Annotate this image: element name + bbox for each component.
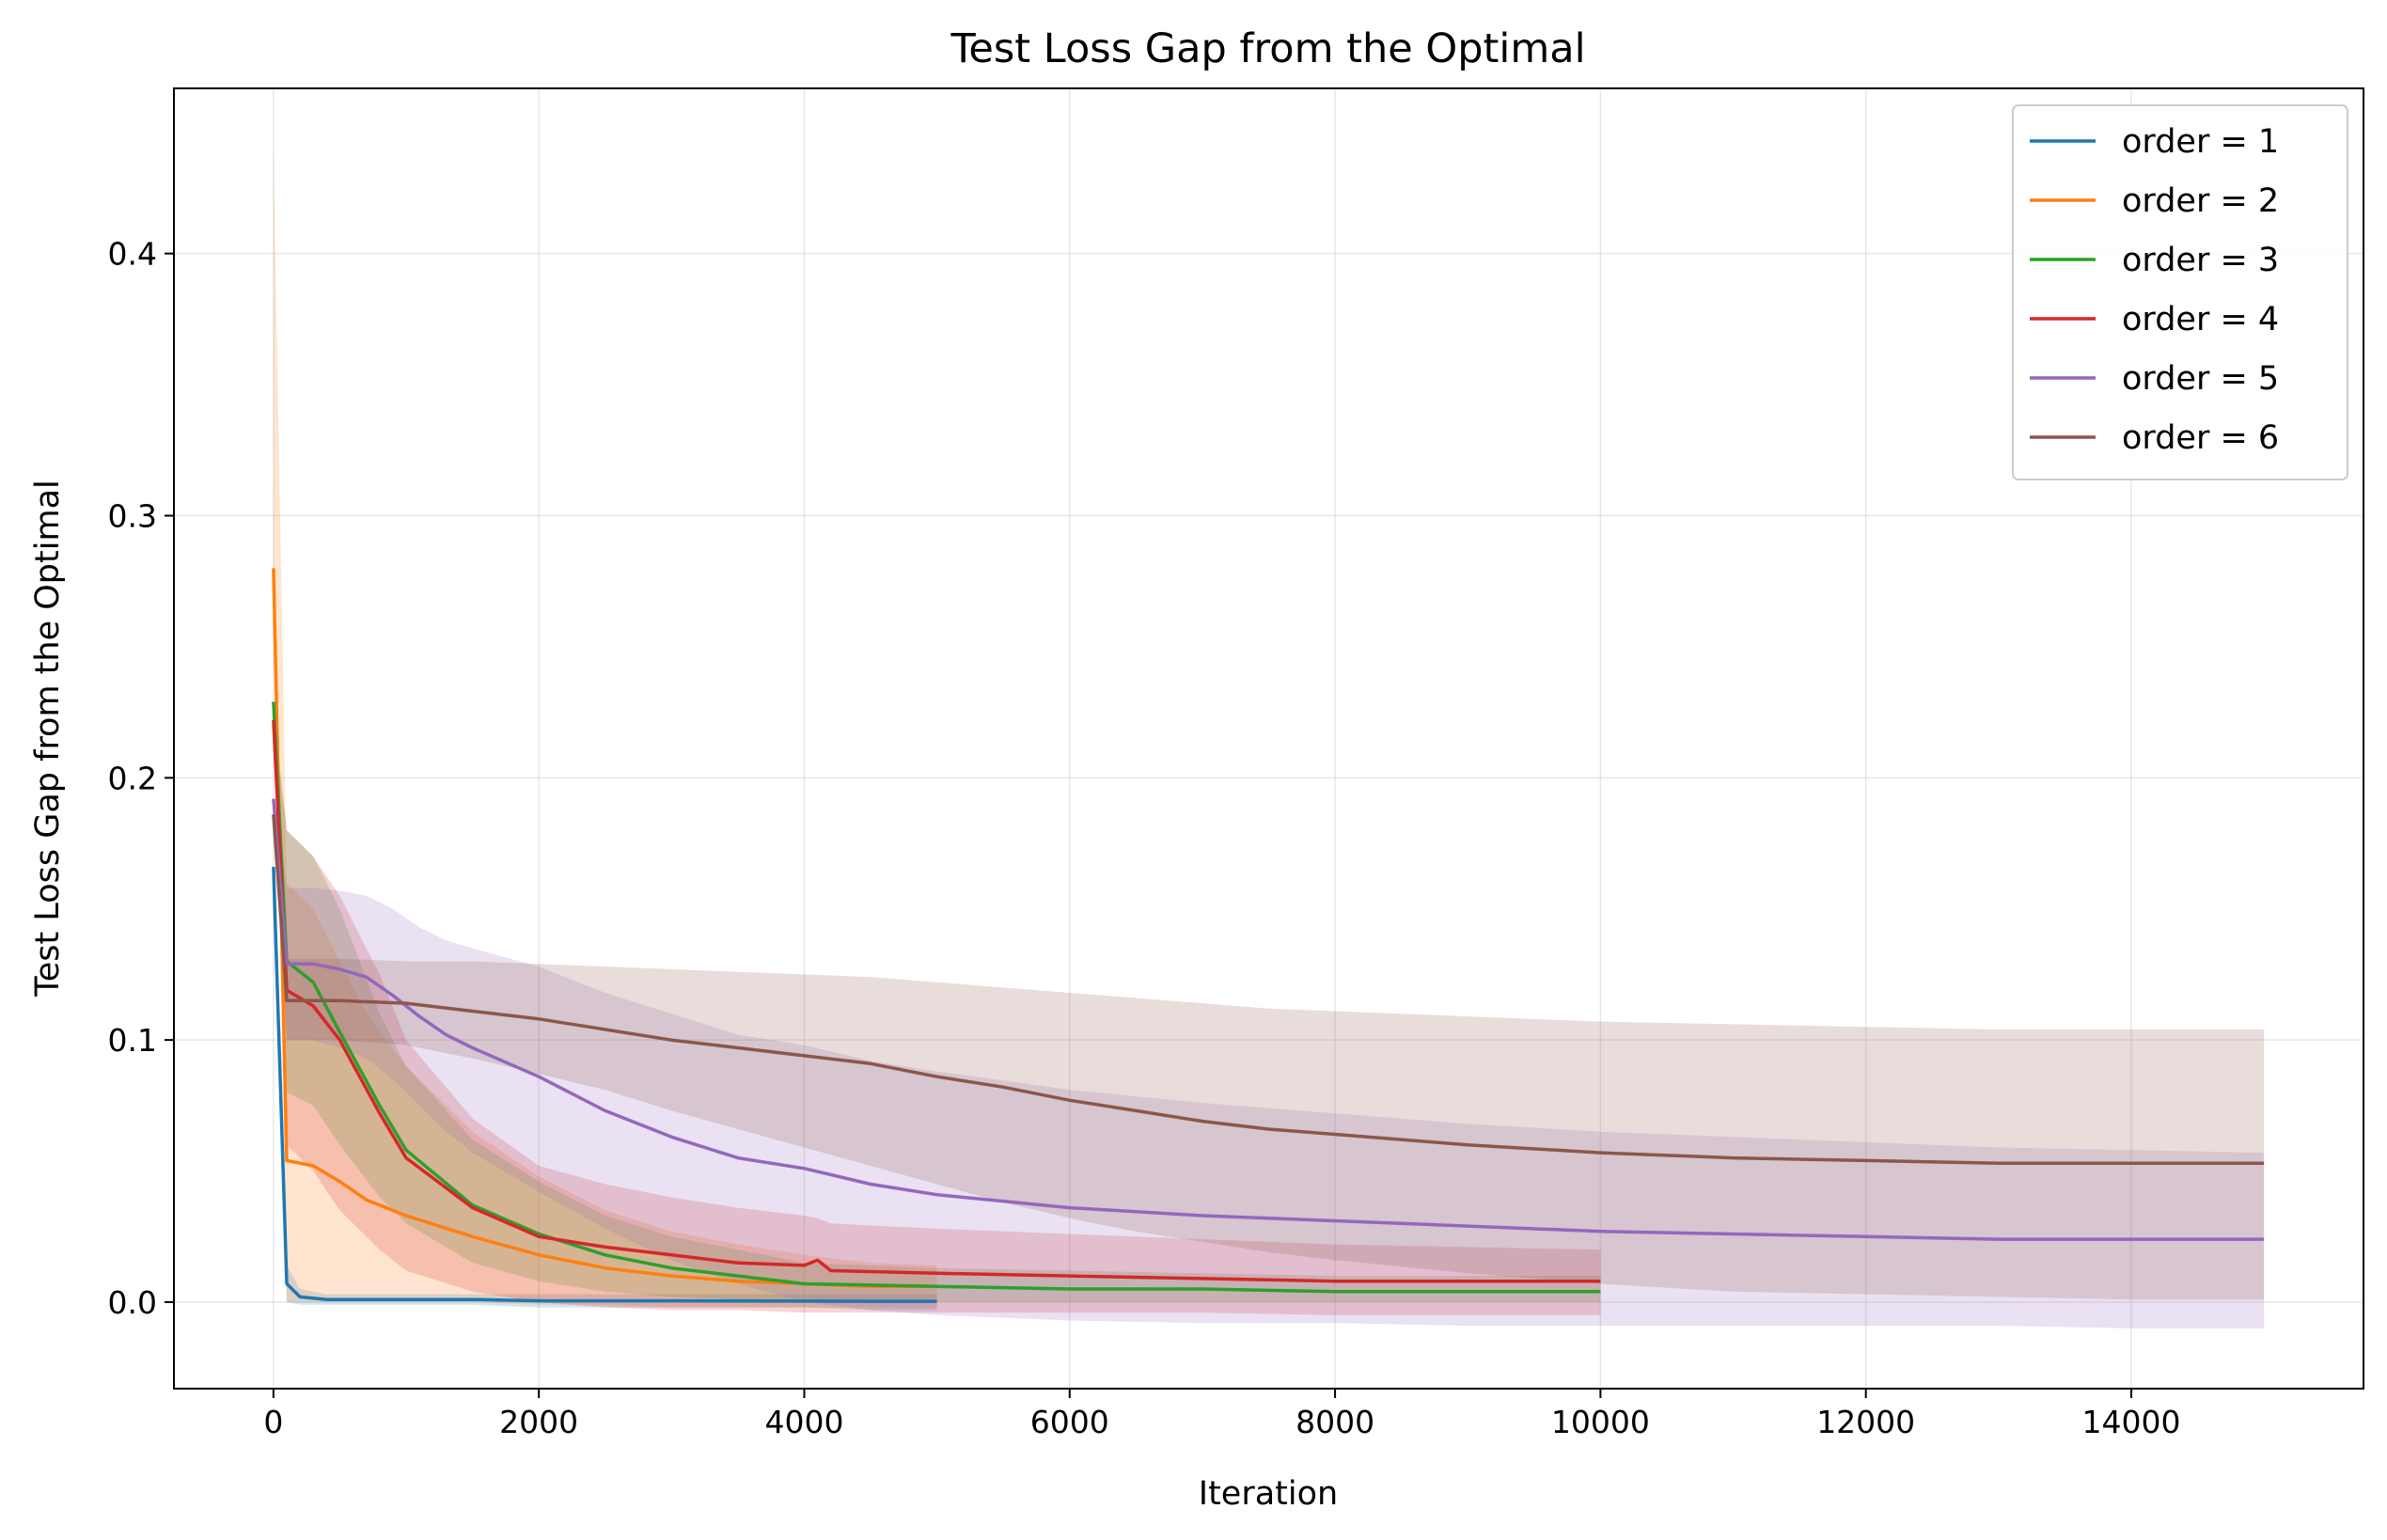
legend-label-order-3: order = 3 [2122, 242, 2279, 279]
x-tick-label: 10000 [1551, 1404, 1650, 1440]
legend-box [2012, 104, 2348, 480]
line-order-4 [272, 719, 1601, 1283]
x-tick-label: 12000 [1816, 1404, 1915, 1440]
band-order-5 [273, 798, 2265, 1328]
legend-label-order-5: order = 5 [2122, 360, 2279, 398]
legend-label-order-2: order = 2 [2122, 182, 2279, 220]
y-tick-label: 0.2 [108, 760, 157, 796]
y-tick-label: 0.1 [108, 1022, 157, 1059]
x-axis-label: Iteration [1199, 1475, 1338, 1513]
y-axis-label: Test Loss Gap from the Optimal [29, 479, 67, 997]
y-tick-label: 0.0 [108, 1284, 157, 1321]
line-order-6 [272, 814, 2265, 1165]
series-lines [272, 568, 2265, 1303]
x-tick-label: 14000 [2081, 1404, 2180, 1440]
legend: order = 1 order = 2 order = 3 order = 4 orde… [2012, 104, 2348, 480]
confidence-bands [273, 149, 2265, 1328]
band-order-4 [273, 720, 1601, 1315]
x-tick-label: 0 [263, 1404, 283, 1440]
line-order-1 [272, 867, 937, 1303]
y-tick-label: 0.4 [108, 236, 157, 273]
legend-label-order-4: order = 4 [2122, 301, 2279, 338]
band-order-6 [273, 814, 2265, 1300]
plot-frame [173, 87, 2364, 1390]
legend-label-order-6: order = 6 [2122, 419, 2279, 457]
x-tick-label: 2000 [499, 1404, 578, 1440]
chart-title: Test Loss Gap from the Optimal [950, 25, 1585, 72]
x-tick-label: 4000 [764, 1404, 843, 1440]
band-order-2 [273, 149, 937, 1308]
axis-ticks: 0 2000 4000 6000 8000 10000 12000 14000 0.0 0.1 0.… [108, 236, 2181, 1440]
x-tick-label: 6000 [1030, 1404, 1109, 1440]
legend-label-order-1: order = 1 [2122, 123, 2279, 161]
line-order-3 [272, 701, 1601, 1294]
line-order-5 [272, 798, 2265, 1241]
x-tick-label: 8000 [1296, 1404, 1374, 1440]
y-tick-label: 0.3 [108, 497, 157, 534]
